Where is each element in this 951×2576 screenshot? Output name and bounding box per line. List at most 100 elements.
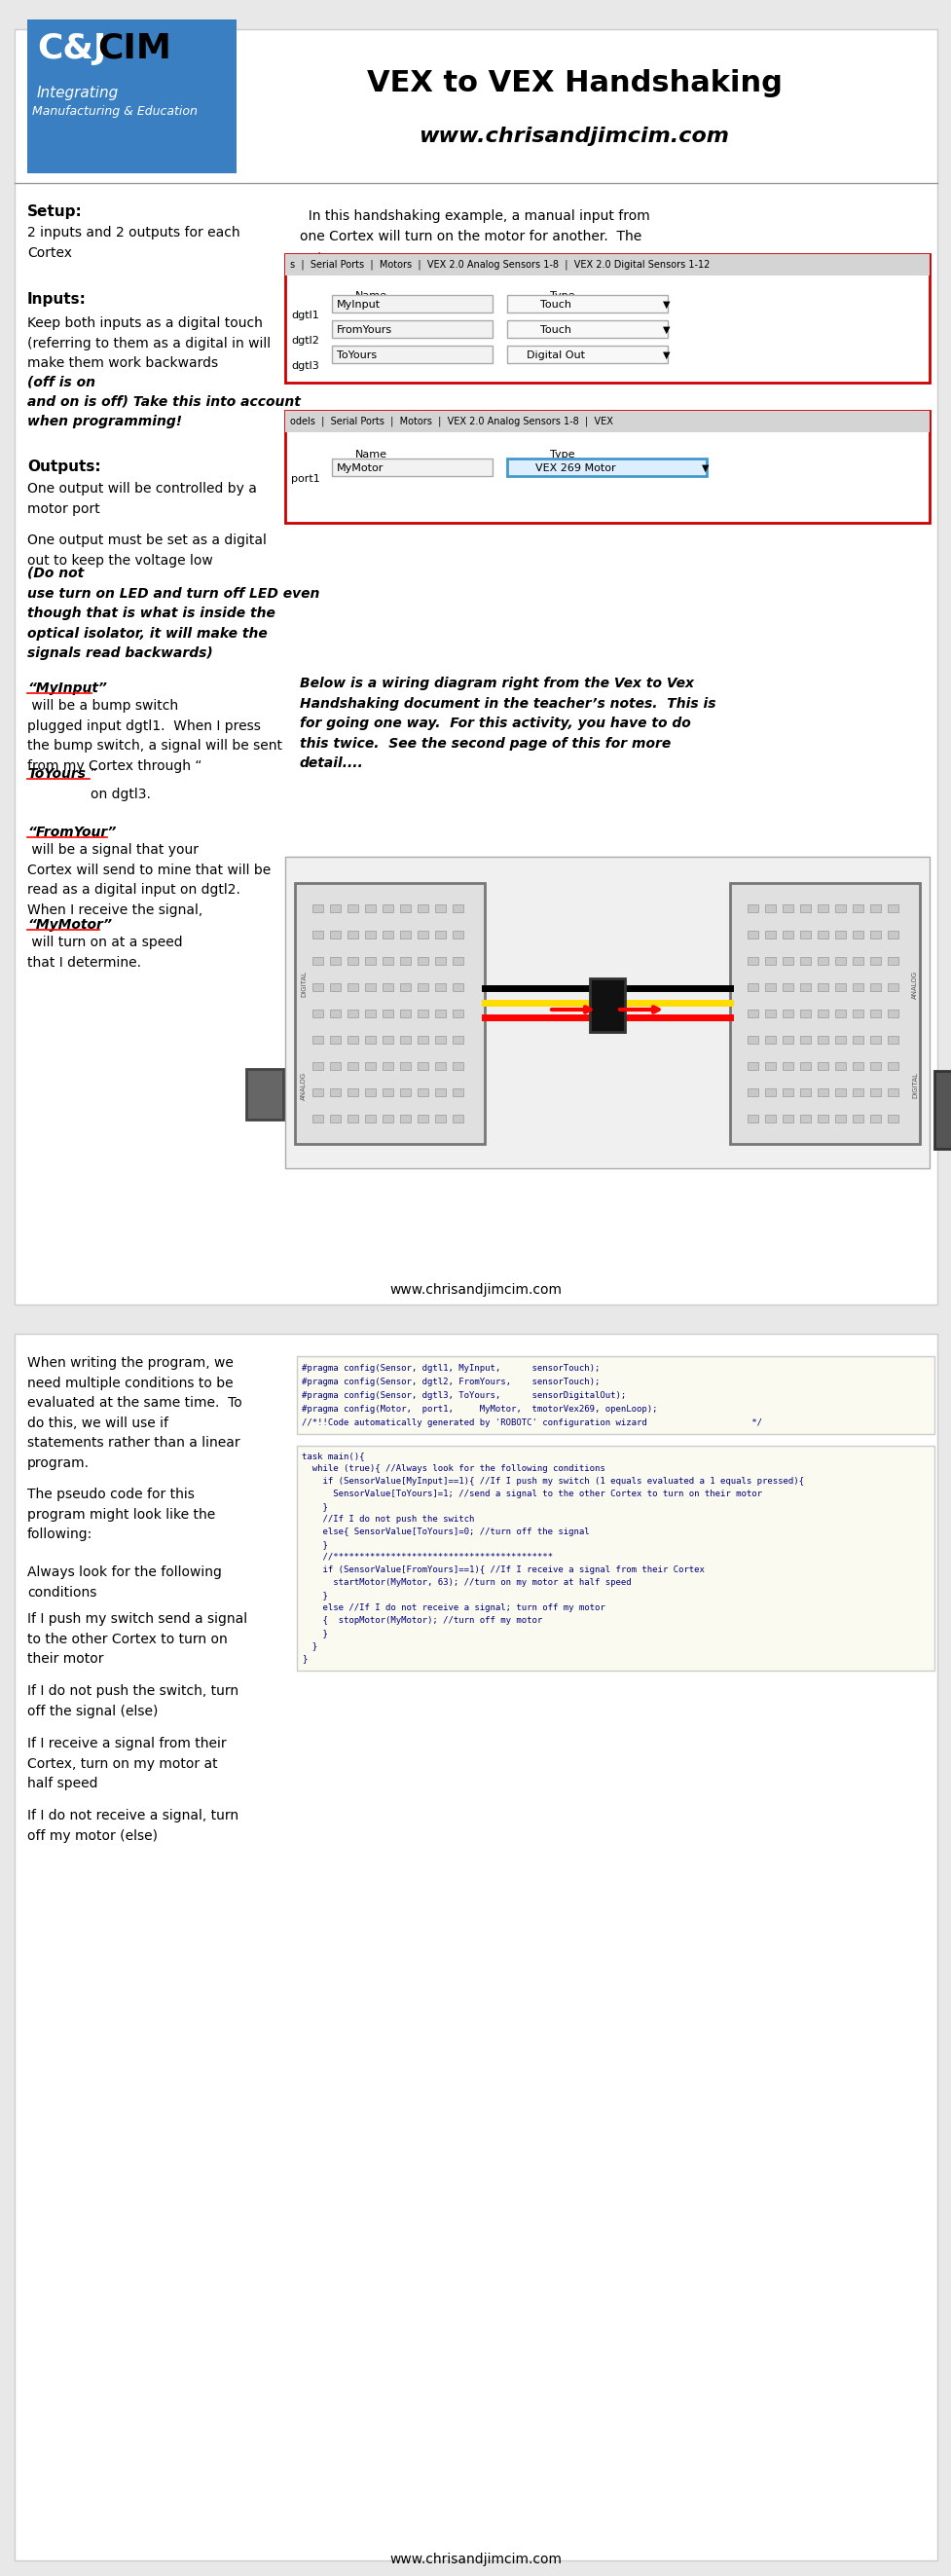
- FancyBboxPatch shape: [507, 345, 667, 363]
- Text: CIM: CIM: [97, 31, 171, 64]
- Bar: [834, 1036, 845, 1043]
- Bar: [852, 958, 863, 966]
- Bar: [330, 984, 340, 992]
- Bar: [452, 1061, 463, 1069]
- Text: nd: nd: [308, 252, 320, 263]
- Bar: [747, 930, 758, 938]
- Bar: [435, 1010, 445, 1018]
- Bar: [330, 1090, 340, 1097]
- Bar: [887, 984, 898, 992]
- Bar: [852, 930, 863, 938]
- Bar: [399, 930, 410, 938]
- Bar: [364, 958, 376, 966]
- Text: Manufacturing & Education: Manufacturing & Education: [32, 106, 197, 118]
- Text: //*!!Code automatically generated by 'ROBOTC' configuration wizard              : //*!!Code automatically generated by 'RO…: [301, 1419, 762, 1427]
- Bar: [435, 1036, 445, 1043]
- Bar: [834, 1115, 845, 1123]
- Bar: [417, 904, 428, 912]
- Text: else{ SensorValue[ToYours]=0; //turn off the signal: else{ SensorValue[ToYours]=0; //turn off…: [301, 1528, 589, 1535]
- Bar: [799, 1090, 810, 1097]
- FancyBboxPatch shape: [285, 255, 928, 384]
- Bar: [834, 904, 845, 912]
- Text: //If I do not push the switch: //If I do not push the switch: [301, 1515, 474, 1522]
- Bar: [782, 1090, 792, 1097]
- FancyBboxPatch shape: [332, 345, 492, 363]
- Bar: [834, 1010, 845, 1018]
- Bar: [330, 1010, 340, 1018]
- Bar: [452, 930, 463, 938]
- FancyBboxPatch shape: [332, 459, 492, 477]
- Text: #pragma config(Sensor, dgtl2, FromYours,    sensorTouch);: #pragma config(Sensor, dgtl2, FromYours,…: [301, 1378, 599, 1386]
- Bar: [799, 1061, 810, 1069]
- Bar: [347, 1061, 358, 1069]
- Bar: [435, 984, 445, 992]
- Text: Integrating: Integrating: [37, 85, 119, 100]
- Bar: [852, 1061, 863, 1069]
- Text: In this handshaking example, a manual input from
one Cortex will turn on the mot: In this handshaking example, a manual in…: [300, 209, 650, 242]
- Bar: [382, 904, 393, 912]
- Bar: [330, 904, 340, 912]
- Bar: [834, 1061, 845, 1069]
- Bar: [330, 930, 340, 938]
- Bar: [747, 1036, 758, 1043]
- Bar: [817, 1010, 827, 1018]
- Bar: [869, 958, 880, 966]
- Bar: [817, 904, 827, 912]
- Text: (Do not
use turn on LED and turn off LED even
though that is what is inside the
: (Do not use turn on LED and turn off LED…: [28, 567, 320, 659]
- Bar: [417, 1115, 428, 1123]
- Bar: [782, 958, 792, 966]
- Bar: [869, 904, 880, 912]
- Bar: [435, 958, 445, 966]
- Bar: [364, 1061, 376, 1069]
- Bar: [399, 1036, 410, 1043]
- Bar: [417, 930, 428, 938]
- Text: MyInput: MyInput: [337, 299, 380, 309]
- Bar: [887, 1036, 898, 1043]
- Text: }: }: [301, 1502, 327, 1512]
- Bar: [747, 1090, 758, 1097]
- Bar: [312, 1036, 322, 1043]
- Text: C&J: C&J: [37, 31, 107, 64]
- Text: DIGITAL: DIGITAL: [301, 971, 306, 997]
- Bar: [347, 904, 358, 912]
- Bar: [817, 1036, 827, 1043]
- Text: If I do not push the switch, turn
off the signal (else): If I do not push the switch, turn off th…: [28, 1685, 239, 1718]
- Bar: [869, 1115, 880, 1123]
- Bar: [834, 958, 845, 966]
- Bar: [417, 1090, 428, 1097]
- Text: If I push my switch send a signal
to the other Cortex to turn on
their motor: If I push my switch send a signal to the…: [28, 1613, 247, 1667]
- Bar: [869, 984, 880, 992]
- Bar: [312, 930, 322, 938]
- Bar: [399, 1010, 410, 1018]
- Text: The pseudo code for this
program might look like the
following:: The pseudo code for this program might l…: [28, 1486, 215, 1540]
- FancyBboxPatch shape: [285, 410, 928, 433]
- Bar: [765, 958, 775, 966]
- Text: FromYours: FromYours: [337, 325, 392, 335]
- Bar: [417, 958, 428, 966]
- Bar: [312, 984, 322, 992]
- Bar: [887, 1090, 898, 1097]
- Bar: [817, 1090, 827, 1097]
- Bar: [312, 904, 322, 912]
- Bar: [452, 958, 463, 966]
- Bar: [852, 1090, 863, 1097]
- Text: will turn on at a speed
that I determine.: will turn on at a speed that I determine…: [28, 935, 183, 969]
- Bar: [382, 958, 393, 966]
- Text: dgtl1: dgtl1: [291, 312, 319, 319]
- Text: port1: port1: [291, 474, 320, 484]
- Bar: [887, 1010, 898, 1018]
- FancyBboxPatch shape: [14, 28, 937, 1303]
- FancyBboxPatch shape: [297, 1445, 934, 1672]
- Text: odels  |  Serial Ports  |  Motors  |  VEX 2.0 Analog Sensors 1-8  |  VEX: odels | Serial Ports | Motors | VEX 2.0 …: [290, 417, 612, 428]
- Bar: [452, 1115, 463, 1123]
- Bar: [399, 904, 410, 912]
- Bar: [817, 984, 827, 992]
- Bar: [312, 958, 322, 966]
- Bar: [782, 1115, 792, 1123]
- Bar: [382, 930, 393, 938]
- Bar: [887, 1115, 898, 1123]
- Text: 2 inputs and 2 outputs for each
Cortex: 2 inputs and 2 outputs for each Cortex: [28, 227, 240, 260]
- Bar: [869, 1061, 880, 1069]
- Bar: [782, 930, 792, 938]
- Bar: [782, 984, 792, 992]
